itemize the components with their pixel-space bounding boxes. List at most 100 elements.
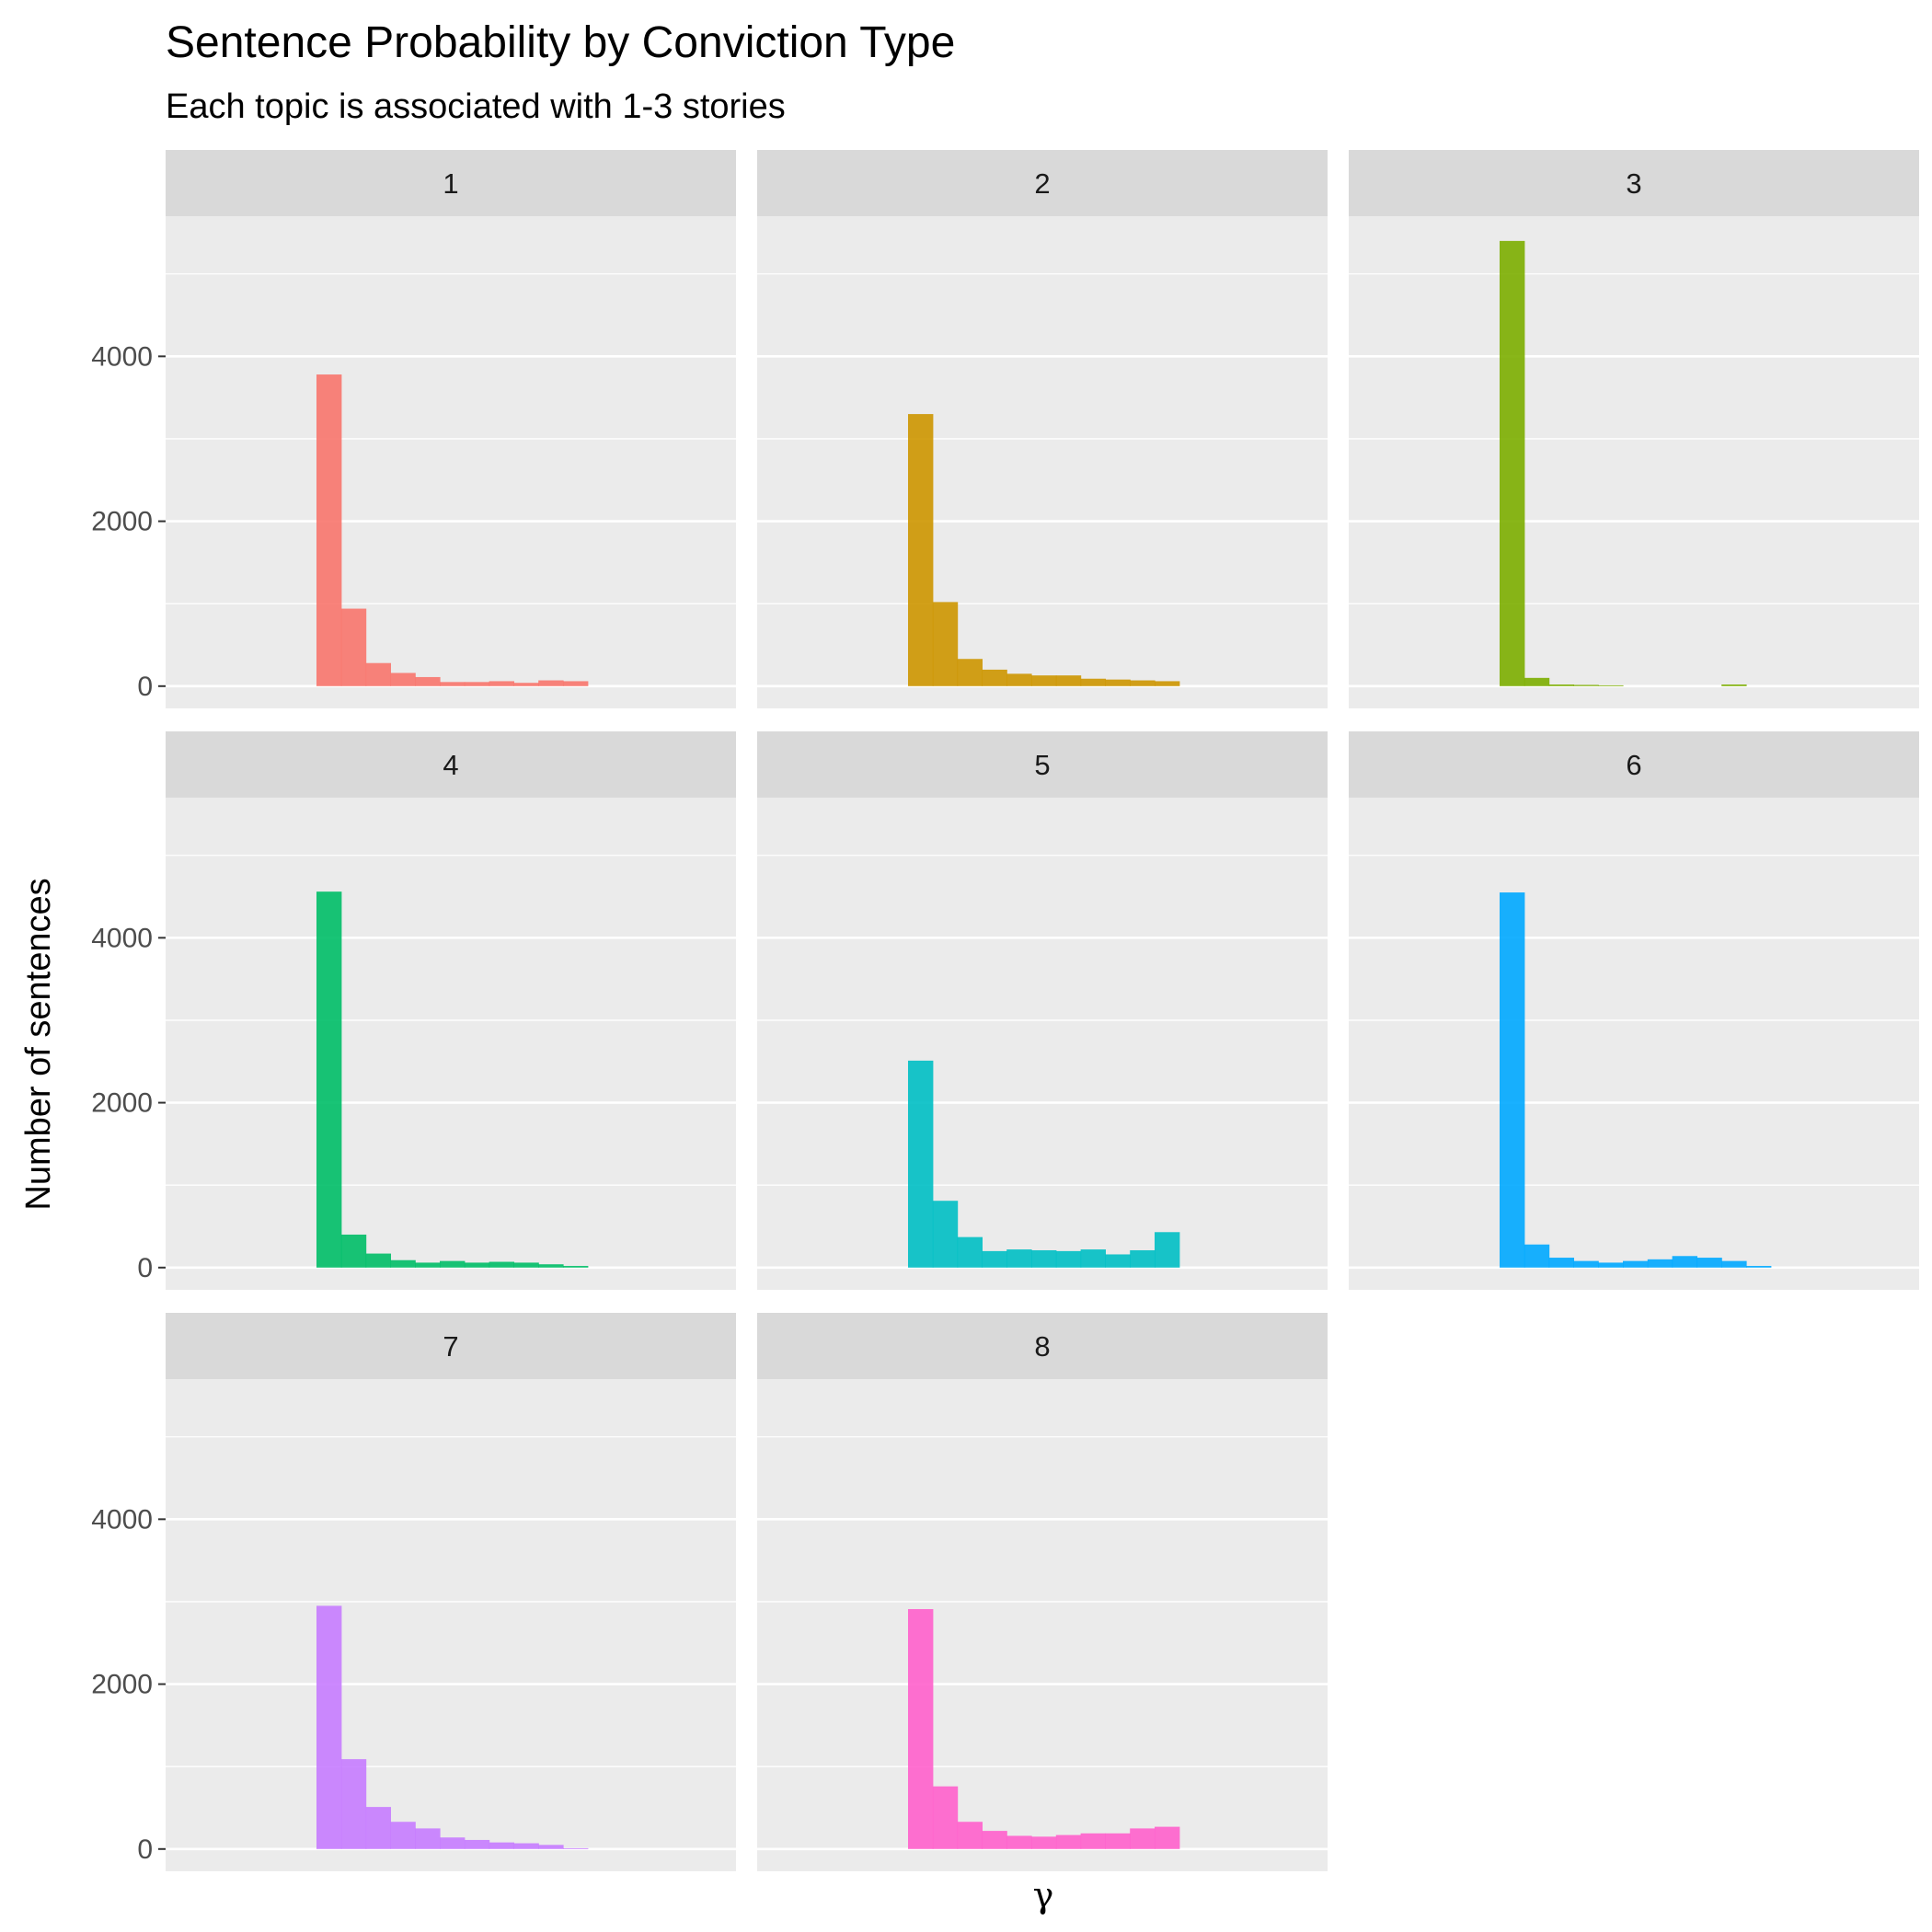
histogram-bar [982, 1831, 1007, 1849]
histogram-bar [1080, 1249, 1106, 1268]
panel-background [757, 1379, 1328, 1871]
histogram-bar [563, 681, 589, 686]
facet-strip [1349, 731, 1919, 798]
histogram-bar [513, 1262, 539, 1268]
histogram-bar [316, 374, 342, 686]
histogram-bar [464, 1262, 490, 1268]
histogram-bar [538, 1845, 564, 1849]
histogram-bar [1598, 684, 1624, 686]
y-tick-label: 0 [137, 1834, 153, 1865]
histogram-bar [1055, 675, 1082, 686]
histogram-bar [908, 414, 934, 686]
histogram-bar [1080, 678, 1106, 686]
facet-panel-1: 1 0 2000 4000 [91, 150, 736, 708]
facet-panel-4: 4 0 2000 4000 [91, 731, 736, 1290]
histogram-bar [464, 1839, 490, 1849]
panel-background [166, 1379, 736, 1871]
facet-strip [757, 731, 1328, 798]
histogram-bar [1055, 1834, 1082, 1849]
histogram-bar [538, 680, 564, 686]
facet-strip [757, 150, 1328, 216]
histogram-bar [1500, 240, 1525, 686]
panel-background [1349, 216, 1919, 708]
histogram-bar [365, 662, 391, 686]
histogram-bar [1006, 673, 1032, 686]
histogram-bar [1598, 1262, 1624, 1268]
y-tick-label: 4000 [91, 923, 153, 953]
facet-strip-label: 8 [1034, 1330, 1050, 1363]
chart-subtitle: Each topic is associated with 1-3 storie… [166, 87, 786, 126]
histogram-bar [982, 1250, 1007, 1268]
y-axis-title: Number of sentences [19, 878, 58, 1210]
histogram-bar [563, 1266, 589, 1268]
y-tick-label: 0 [137, 1253, 153, 1283]
facet-panel-8: 8 [757, 1313, 1328, 1871]
histogram-bar [1130, 680, 1156, 686]
histogram-bar [489, 681, 514, 686]
histogram-bar [932, 602, 959, 686]
facet-strip-label: 6 [1626, 749, 1641, 781]
histogram-bar [1721, 684, 1747, 686]
facet-panels: 1 0 2000 4000 2 3 4 0 2000 4000 5 6 7 0 2000 4000 8 [91, 150, 1919, 1871]
panel-background [166, 798, 736, 1290]
y-tick-label: 4000 [91, 341, 153, 372]
histogram-bar [563, 1847, 589, 1849]
histogram-bar [316, 891, 342, 1268]
histogram-bar [908, 1060, 934, 1268]
histogram-bar [932, 1201, 959, 1268]
histogram-bar [1105, 1254, 1131, 1268]
histogram-bar [415, 1262, 441, 1268]
histogram-bar [415, 1828, 441, 1849]
histogram-bar [390, 673, 416, 686]
histogram-bar [1746, 1266, 1772, 1268]
histogram-bar [982, 669, 1007, 686]
facet-strip-label: 4 [443, 749, 458, 781]
histogram-bar [1006, 1835, 1032, 1849]
histogram-bar [1130, 1249, 1156, 1268]
facet-strip-label: 1 [443, 167, 458, 200]
histogram-bar [390, 1822, 416, 1849]
histogram-bar [365, 1807, 391, 1849]
histogram-bar [1031, 1836, 1057, 1849]
histogram-bar [1130, 1828, 1156, 1849]
y-tick-label: 2000 [91, 1088, 153, 1119]
facet-panel-5: 5 [757, 731, 1328, 1290]
histogram-bar [1105, 679, 1131, 686]
histogram-bar [340, 1759, 367, 1849]
y-tick-label: 2000 [91, 507, 153, 537]
y-tick-label: 0 [137, 672, 153, 702]
histogram-bar [1573, 1260, 1599, 1268]
facet-strip [166, 150, 736, 216]
histogram-bar [957, 1236, 983, 1268]
histogram-bar [1696, 1258, 1722, 1268]
y-tick-label: 4000 [91, 1504, 153, 1535]
panel-background [757, 798, 1328, 1290]
panel-background [166, 216, 736, 708]
histogram-bar [1573, 684, 1599, 686]
histogram-bar [1647, 1259, 1673, 1268]
histogram-bar [513, 1843, 539, 1849]
histogram-bar [365, 1253, 391, 1268]
histogram-bar [1672, 1256, 1697, 1268]
histogram-bar [1006, 1249, 1032, 1268]
facet-strip-label: 3 [1626, 167, 1641, 200]
x-axis-title: γ [1033, 1875, 1054, 1915]
histogram-bar [440, 682, 466, 686]
histogram-bar [415, 676, 441, 686]
histogram-bar [1080, 1833, 1106, 1849]
histogram-bar [1524, 1244, 1550, 1268]
histogram-bar [1548, 684, 1574, 686]
histogram-bar [464, 682, 490, 686]
facet-strip-label: 5 [1034, 749, 1050, 781]
facet-panel-7: 7 0 2000 4000 [91, 1313, 736, 1871]
y-tick-label: 2000 [91, 1670, 153, 1700]
facet-strip [757, 1313, 1328, 1379]
histogram-bar [1105, 1833, 1131, 1849]
facet-strip [166, 1313, 736, 1379]
histogram-bar [1155, 681, 1180, 686]
histogram-bar [1548, 1258, 1574, 1268]
histogram-bar [908, 1609, 934, 1849]
histogram-bar [489, 1261, 514, 1268]
facet-strip [1349, 150, 1919, 216]
